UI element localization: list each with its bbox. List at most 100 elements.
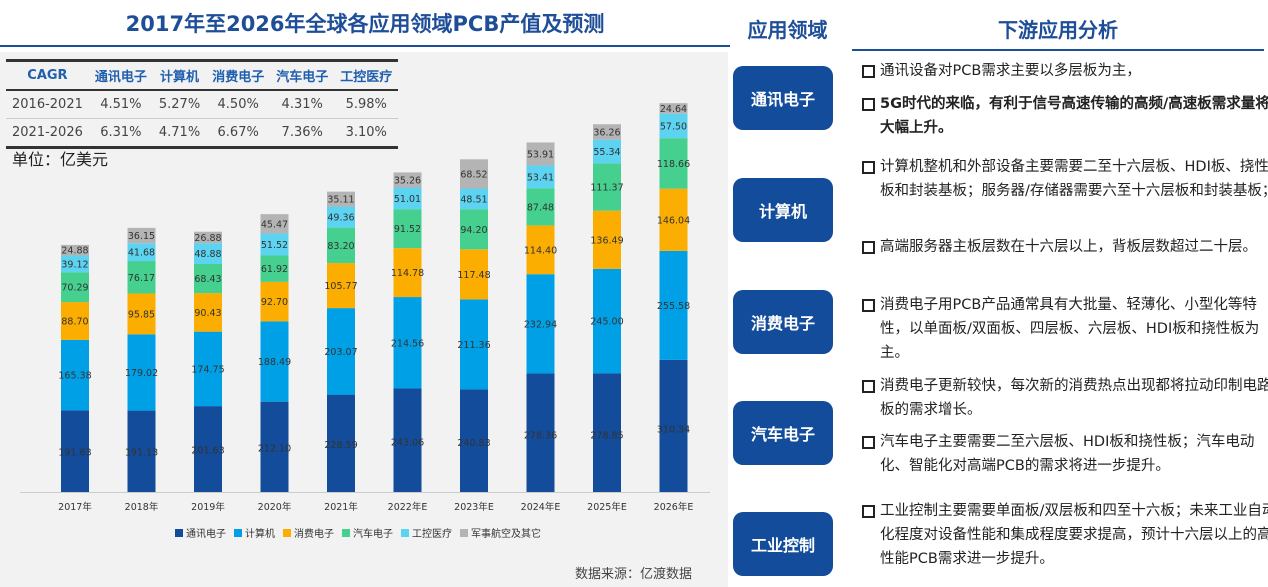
bar-segment bbox=[593, 163, 621, 211]
data-label: 203.07 bbox=[324, 347, 357, 358]
data-label: 68.52 bbox=[460, 169, 487, 180]
app-button-telecom[interactable]: 通讯电子 bbox=[733, 66, 833, 130]
bar-segment bbox=[260, 255, 289, 282]
data-label: 88.70 bbox=[61, 317, 88, 328]
data-label: 174.75 bbox=[191, 364, 224, 375]
data-label: 53.91 bbox=[527, 149, 554, 160]
cell: 4.51% bbox=[88, 90, 153, 119]
data-label: 39.12 bbox=[61, 259, 88, 270]
data-label: 83.20 bbox=[327, 241, 354, 252]
legend-swatch bbox=[283, 529, 291, 537]
bar-segment bbox=[194, 293, 222, 332]
data-label: 114.78 bbox=[391, 268, 424, 279]
analysis-item: 消费电子更新较快，每次新的消费热点出现都将拉动印制电路板的需求增长。 bbox=[862, 374, 1268, 422]
bar-segment bbox=[659, 113, 688, 139]
analysis-item: 5G时代的来临，有利于信号高速传输的高频/高速板需求量将大幅上升。 bbox=[862, 92, 1268, 140]
data-label: 91.52 bbox=[394, 224, 421, 235]
bar-segment bbox=[327, 191, 355, 207]
app-button-industrial[interactable]: 工业控制 bbox=[733, 512, 833, 576]
cell: 4.31% bbox=[270, 90, 335, 119]
bar-segment bbox=[460, 299, 488, 390]
analysis-item: 通讯设备对PCB需求主要以多层板为主， bbox=[862, 59, 1268, 83]
data-label: 240.83 bbox=[457, 438, 490, 449]
bar-segment bbox=[127, 243, 156, 262]
bar-segment bbox=[593, 124, 621, 140]
analysis-header: 下游应用分析 bbox=[998, 18, 1118, 42]
data-label: 117.48 bbox=[457, 270, 490, 281]
bar-segment bbox=[61, 255, 89, 273]
bar-segment bbox=[460, 188, 488, 210]
title-divider bbox=[0, 45, 730, 47]
bar-segment bbox=[659, 359, 688, 492]
legend-item: 汽车电子 bbox=[342, 525, 393, 540]
cell: 4.71% bbox=[152, 118, 207, 149]
x-tick-label: 2023年E bbox=[454, 501, 494, 513]
analysis-item: 工业控制主要需要单面板/双层板和四至十六板；未来工业自动化程度对设备性能和集成程… bbox=[862, 499, 1268, 571]
bar-segment bbox=[127, 261, 156, 294]
legend-label: 汽车电子 bbox=[353, 529, 393, 540]
bar-segment bbox=[659, 250, 688, 360]
x-tick-label: 2020年 bbox=[258, 501, 292, 513]
data-label: 179.02 bbox=[125, 368, 158, 379]
data-label: 94.20 bbox=[460, 225, 487, 236]
bar-segment bbox=[393, 297, 422, 389]
bar-segment bbox=[194, 406, 222, 492]
data-label: 278.85 bbox=[590, 431, 623, 442]
legend-item: 军事航空及其它 bbox=[460, 525, 541, 540]
data-label: 146.04 bbox=[657, 215, 690, 226]
legend-swatch bbox=[175, 529, 183, 537]
bar-segment bbox=[593, 268, 621, 374]
data-label: 90.43 bbox=[194, 308, 221, 319]
data-label: 24.64 bbox=[660, 104, 687, 115]
x-tick-label: 2018年 bbox=[125, 501, 159, 513]
header-cell: 工控医疗 bbox=[334, 59, 399, 91]
bar-segment bbox=[194, 263, 222, 294]
stacked-bar-chart: 191.63 165.38 88.70 70.29 39.12 24.88 2017年 191… bbox=[58, 103, 694, 513]
data-label: 165.38 bbox=[58, 371, 91, 382]
data-label: 53.41 bbox=[527, 172, 554, 183]
bar-segment bbox=[593, 373, 621, 492]
legend-label: 军事航空及其它 bbox=[471, 529, 541, 540]
bar-segment bbox=[393, 187, 422, 210]
x-axis bbox=[20, 492, 710, 493]
legend-label: 消费电子 bbox=[294, 529, 334, 540]
app-button-auto[interactable]: 汽车电子 bbox=[733, 401, 833, 465]
data-label: 24.88 bbox=[61, 246, 88, 257]
data-label: 191.13 bbox=[125, 447, 158, 458]
data-label: 232.94 bbox=[524, 319, 557, 330]
x-tick-label: 2024年E bbox=[521, 501, 561, 513]
bar-segment bbox=[327, 227, 355, 264]
data-label: 76.17 bbox=[128, 273, 155, 284]
analysis-divider bbox=[852, 49, 1264, 51]
data-label: 201.63 bbox=[191, 445, 224, 456]
bar-segment bbox=[260, 321, 289, 402]
x-tick-label: 2019年 bbox=[191, 501, 225, 513]
legend-swatch bbox=[401, 529, 409, 537]
data-label: 105.77 bbox=[324, 281, 357, 292]
table-row: 2016-2021 4.51% 5.27% 4.50% 4.31% 5.98% bbox=[6, 90, 399, 119]
legend-swatch bbox=[342, 529, 350, 537]
bar-segment bbox=[327, 394, 355, 492]
data-label: 45.47 bbox=[261, 219, 288, 230]
x-tick-label: 2026年E bbox=[654, 501, 694, 513]
bar-segment bbox=[61, 410, 89, 492]
legend-item: 计算机 bbox=[234, 525, 275, 540]
data-label: 278.36 bbox=[524, 431, 557, 442]
data-label: 26.88 bbox=[194, 233, 221, 244]
data-label: 61.92 bbox=[261, 264, 288, 275]
bar-segment bbox=[127, 293, 156, 335]
chart-title: 2017年至2026年全球各应用领域PCB产值及预测 bbox=[125, 12, 605, 36]
cell: 5.98% bbox=[334, 90, 399, 119]
bar-segment bbox=[526, 188, 555, 226]
header-cell: 汽车电子 bbox=[270, 59, 335, 91]
bar-segment bbox=[460, 249, 488, 300]
data-label: 48.88 bbox=[194, 249, 221, 260]
data-label: 214.56 bbox=[391, 338, 424, 349]
cell: 5.27% bbox=[152, 90, 207, 119]
bar-segment bbox=[393, 209, 422, 249]
bar-segment bbox=[260, 281, 289, 322]
bar-segment bbox=[460, 209, 488, 250]
bar-segment bbox=[593, 139, 621, 164]
app-button-computer[interactable]: 计算机 bbox=[733, 178, 833, 242]
app-button-consumer[interactable]: 消费电子 bbox=[733, 290, 833, 354]
